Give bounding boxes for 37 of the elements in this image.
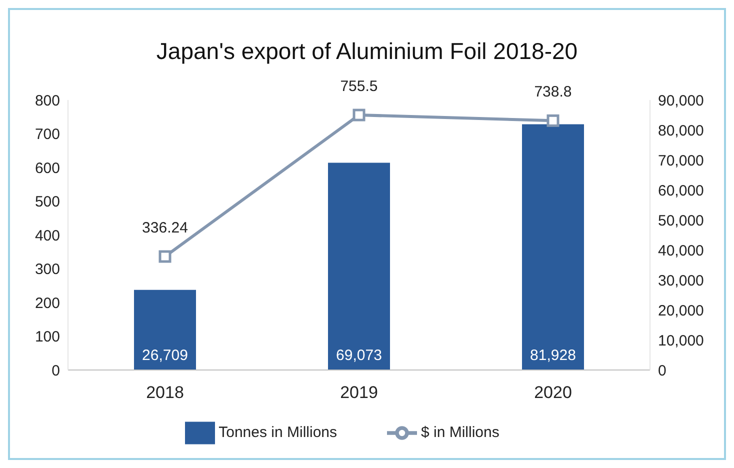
y-tick-label: 500: [34, 194, 60, 211]
y2-tick-label: 90,000: [658, 92, 704, 110]
bar: [134, 290, 196, 370]
legend-label: Tonnes in Millions: [218, 424, 337, 441]
y-tick-label: 800: [34, 92, 60, 110]
y2-tick-label: 60,000: [658, 182, 704, 200]
y2-tick-label: 0: [658, 362, 666, 380]
data-label: 738.8: [534, 84, 572, 101]
y2-tick-label: 70,000: [658, 152, 704, 170]
data-label: 69,073: [336, 347, 382, 364]
y-tick-label: 100: [34, 328, 60, 346]
legend-label: $ in Millions: [421, 424, 500, 441]
point: [352, 108, 366, 122]
chart-title: Japan's export of Aluminium Foil 2018-20: [155, 37, 579, 66]
bar: [522, 124, 584, 370]
y2-tick-label: 10,000: [658, 332, 704, 350]
y-tick-label: 200: [34, 294, 60, 312]
y2-tick-label: 80,000: [658, 122, 704, 140]
data-label: 81,928: [530, 347, 576, 364]
y-tick-label: 600: [34, 160, 60, 177]
data-label: 336.24: [142, 220, 188, 237]
y2-tick-label: 20,000: [658, 302, 704, 320]
y-tick-label: 0: [52, 362, 60, 380]
point: [546, 114, 560, 127]
y-tick-label: 400: [34, 227, 60, 244]
point: [158, 250, 172, 263]
x-tick-label: 2018: [146, 383, 184, 402]
y2-tick-label: 50,000: [658, 212, 704, 230]
x-tick-label: 2019: [340, 383, 378, 402]
y-tick-label: 700: [34, 126, 60, 144]
y2-tick-label: 30,000: [658, 272, 704, 290]
y2-tick-label: 40,000: [658, 242, 704, 260]
y-tick-label: 300: [34, 261, 60, 278]
bar: [328, 162, 390, 370]
data-label: 755.5: [340, 78, 378, 96]
x-tick-label: 2020: [534, 383, 572, 402]
data-label: 26,709: [142, 347, 188, 364]
